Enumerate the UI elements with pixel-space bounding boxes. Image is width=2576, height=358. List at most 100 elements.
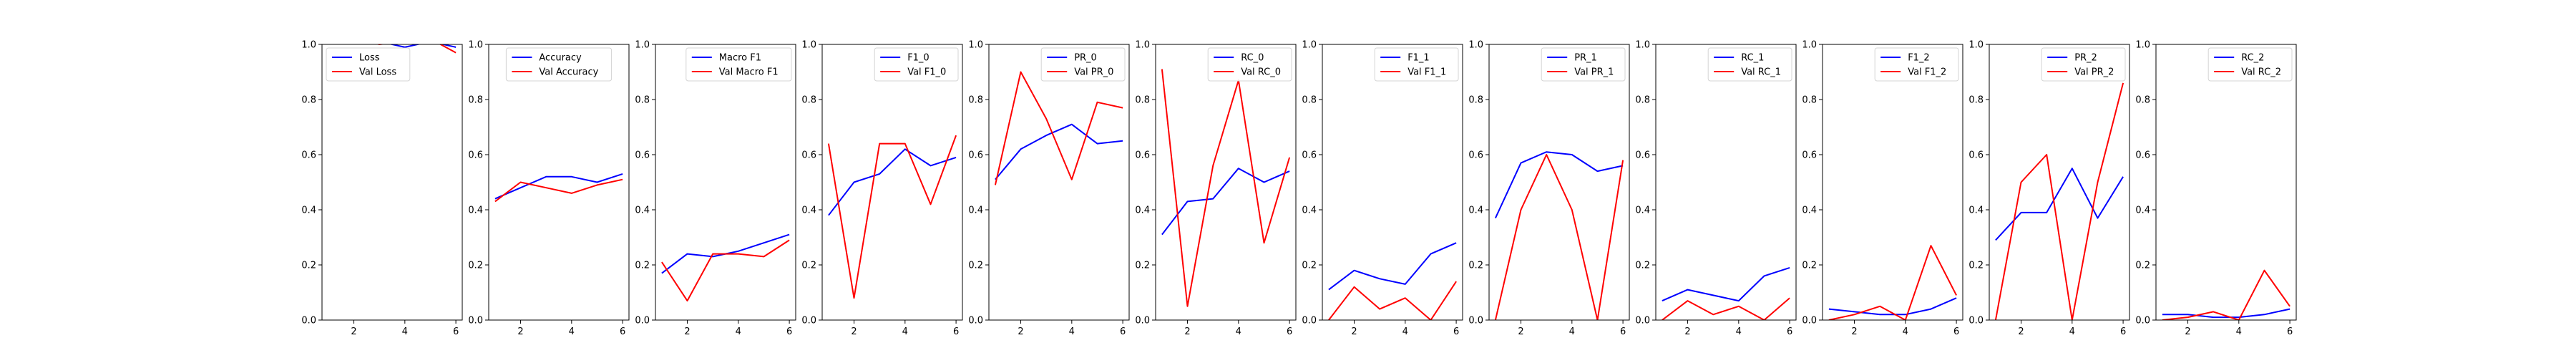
x-tick-label: 4 bbox=[1236, 326, 1241, 337]
legend-label: PR_2 bbox=[2074, 53, 2097, 64]
y-tick-label: 0.2 bbox=[1802, 261, 1817, 271]
axes-frame bbox=[1822, 44, 1963, 321]
legend-label: Val RC_1 bbox=[1741, 67, 1781, 78]
chart-panel: 0.0 0.2 0.4 0.6 0.8 1.0 2 4 6 F1_0 Val F1_0 bbox=[801, 40, 963, 337]
series-line bbox=[661, 239, 790, 302]
y-tick-label: 0.0 bbox=[1302, 316, 1317, 326]
y-tick-label: 1.0 bbox=[968, 40, 983, 51]
legend: PR_2 Val PR_2 bbox=[2041, 47, 2126, 82]
y-tick-label: 1.0 bbox=[1635, 40, 1650, 51]
x-tick-label: 4 bbox=[902, 326, 908, 337]
y-tick-label: 0.8 bbox=[1635, 95, 1650, 106]
x-tick-label: 2 bbox=[517, 326, 523, 337]
y-tick-label: 0.2 bbox=[468, 261, 483, 271]
y-tick-label: 0.4 bbox=[1802, 205, 1817, 216]
y-tick-label: 1.0 bbox=[1468, 40, 1483, 51]
legend-label: Val F1_1 bbox=[1407, 67, 1446, 78]
y-tick-label: 0.6 bbox=[1135, 150, 1150, 161]
legend-box bbox=[1374, 47, 1459, 82]
y-tick-label: 0.4 bbox=[968, 205, 983, 216]
series-line bbox=[1161, 69, 1291, 307]
y-tick-label: 0.4 bbox=[1135, 205, 1150, 216]
series-line bbox=[1828, 297, 1957, 316]
y-tick-label: 0.6 bbox=[635, 150, 650, 161]
legend-label: Accuracy bbox=[539, 53, 582, 64]
legend-box bbox=[686, 47, 792, 82]
y-tick-label: 0.8 bbox=[468, 95, 483, 106]
series-line bbox=[1494, 151, 1624, 219]
x-tick-label: 4 bbox=[1402, 326, 1408, 337]
y-tick-label: 0.0 bbox=[301, 316, 316, 326]
y-tick-label: 0.0 bbox=[1468, 316, 1483, 326]
chart-panel: 0.0 0.2 0.4 0.6 0.8 1.0 2 4 6 PR_0 Val PR_0 bbox=[968, 40, 1130, 337]
legend-label: Val F1_2 bbox=[1908, 67, 1946, 78]
legend-box bbox=[1541, 47, 1626, 82]
x-tick-label: 4 bbox=[1569, 326, 1575, 337]
y-tick-label: 0.8 bbox=[968, 95, 983, 106]
x-tick-label: 4 bbox=[736, 326, 741, 337]
chart-panel: 0.0 0.2 0.4 0.6 0.8 1.0 2 4 6 F1_1 Val F1_1 bbox=[1302, 40, 1463, 337]
legend-label: F1_2 bbox=[1908, 53, 1930, 64]
legend: PR_1 Val PR_1 bbox=[1541, 47, 1626, 82]
y-tick-label: 0.8 bbox=[1468, 95, 1483, 106]
axes-frame bbox=[1488, 44, 1630, 321]
x-tick-label: 6 bbox=[953, 326, 959, 337]
x-tick-label: 4 bbox=[569, 326, 575, 337]
legend-box bbox=[1040, 47, 1126, 82]
y-tick-label: 0.0 bbox=[1802, 316, 1817, 326]
y-tick-label: 0.4 bbox=[635, 205, 650, 216]
y-tick-label: 0.6 bbox=[968, 150, 983, 161]
axes-frame bbox=[655, 44, 796, 321]
legend-label: RC_1 bbox=[1741, 53, 1764, 64]
y-tick-label: 0.0 bbox=[968, 316, 983, 326]
x-tick-label: 2 bbox=[1018, 326, 1023, 337]
chart-panel: 0.0 0.2 0.4 0.6 0.8 1.0 2 4 6 RC_2 Val RC_2 bbox=[2135, 40, 2297, 337]
y-tick-label: 0.6 bbox=[301, 150, 316, 161]
legend-box bbox=[2041, 47, 2126, 82]
y-tick-label: 1.0 bbox=[635, 40, 650, 51]
chart-panel: 0.0 0.2 0.4 0.6 0.8 1.0 2 4 6 F1_2 Val F1_2 bbox=[1802, 40, 1963, 337]
legend: RC_1 Val RC_1 bbox=[1707, 47, 1792, 82]
y-tick-label: 0.8 bbox=[1302, 95, 1317, 106]
x-tick-label: 6 bbox=[453, 326, 459, 337]
legend-label: PR_1 bbox=[1574, 53, 1597, 64]
axes-frame bbox=[1989, 44, 2130, 321]
y-tick-label: 0.0 bbox=[468, 316, 483, 326]
y-tick-label: 0.4 bbox=[301, 205, 316, 216]
axes-frame bbox=[1655, 44, 1797, 321]
legend: F1_1 Val F1_1 bbox=[1374, 47, 1459, 82]
legend-label: Val RC_0 bbox=[1241, 67, 1281, 78]
x-tick-label: 4 bbox=[402, 326, 408, 337]
y-tick-label: 0.6 bbox=[1468, 150, 1483, 161]
series-line bbox=[994, 71, 1123, 185]
x-tick-label: 6 bbox=[1953, 326, 1959, 337]
legend-box bbox=[505, 47, 613, 82]
y-tick-label: 0.0 bbox=[801, 316, 816, 326]
series-line bbox=[2162, 269, 2290, 320]
y-tick-label: 0.2 bbox=[801, 261, 816, 271]
x-tick-label: 4 bbox=[2069, 326, 2075, 337]
x-tick-label: 2 bbox=[1518, 326, 1523, 337]
series-line bbox=[1494, 154, 1624, 320]
axes-frame bbox=[988, 44, 1130, 321]
y-tick-label: 0.0 bbox=[1135, 316, 1150, 326]
legend: PR_0 Val PR_0 bbox=[1040, 47, 1126, 82]
y-tick-label: 0.2 bbox=[1302, 261, 1317, 271]
y-tick-label: 0.4 bbox=[1302, 205, 1317, 216]
x-tick-label: 6 bbox=[1620, 326, 1626, 337]
axes-frame bbox=[321, 44, 463, 321]
chart-panel: 0.0 0.2 0.4 0.6 0.8 1.0 2 4 6 Accuracy Val Accurac… bbox=[468, 40, 630, 337]
y-tick-label: 0.8 bbox=[301, 95, 316, 106]
y-tick-label: 0.6 bbox=[1968, 150, 1984, 161]
series-line bbox=[828, 148, 957, 216]
x-tick-label: 2 bbox=[1184, 326, 1190, 337]
y-tick-label: 0.0 bbox=[635, 316, 650, 326]
x-tick-label: 2 bbox=[684, 326, 690, 337]
series-line bbox=[995, 123, 1123, 180]
y-tick-label: 0.6 bbox=[1635, 150, 1650, 161]
series-line bbox=[1161, 168, 1290, 236]
y-tick-label: 0.6 bbox=[2135, 150, 2150, 161]
chart-panel: 0.0 0.2 0.4 0.6 0.8 1.0 2 4 6 RC_0 Val RC_0 bbox=[1135, 40, 1297, 337]
y-tick-label: 0.8 bbox=[635, 95, 650, 106]
y-tick-label: 1.0 bbox=[2135, 40, 2150, 51]
